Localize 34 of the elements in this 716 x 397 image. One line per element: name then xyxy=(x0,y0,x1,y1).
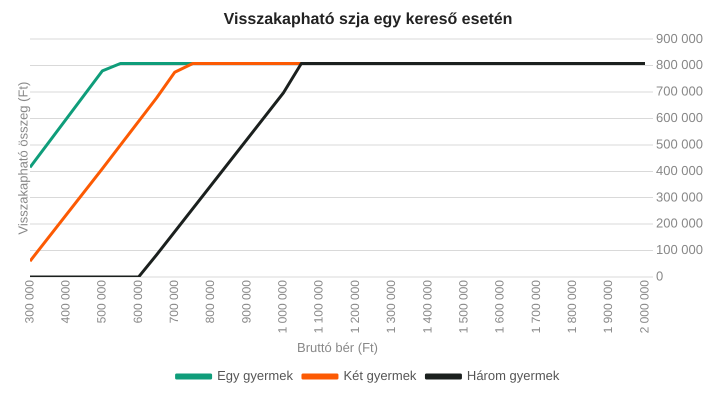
x-tick-label: 600 000 xyxy=(130,280,145,324)
y-tick-label: 900 000 xyxy=(656,30,704,46)
x-tick-label: 700 000 xyxy=(167,280,182,324)
x-tick-label: 1 600 000 xyxy=(492,280,507,334)
y-axis-title: Visszakapható összeg (Ft) xyxy=(16,82,31,235)
x-tick-label: 2 000 000 xyxy=(637,280,652,334)
x-tick-label: 500 000 xyxy=(94,280,109,324)
y-tick-label: 300 000 xyxy=(656,189,704,204)
x-tick-label: 1 100 000 xyxy=(312,280,326,334)
x-tick-label: 1 700 000 xyxy=(528,280,543,334)
y-tick-label: 700 000 xyxy=(656,84,704,99)
x-tick-label: 1 200 000 xyxy=(348,280,362,334)
legend-label: Két gyermek xyxy=(343,368,417,384)
y-tick-label: 800 000 xyxy=(656,57,704,72)
x-tick-label: 300 000 xyxy=(22,280,36,324)
x-tick-label: 1 400 000 xyxy=(420,280,434,334)
x-tick-label: 1 300 000 xyxy=(384,280,398,334)
y-tick-label: 400 000 xyxy=(656,162,704,178)
y-tick-label: 200 000 xyxy=(656,216,704,231)
y-tick-label: 600 000 xyxy=(656,110,704,126)
legend-label: Három gyermek xyxy=(466,368,560,384)
x-tick-label: 1 500 000 xyxy=(456,280,470,334)
chart-title: Visszakapható szja egy kereső esetén xyxy=(224,11,512,28)
x-tick-label: 400 000 xyxy=(58,280,72,324)
x-tick-label: 1 000 000 xyxy=(276,280,290,334)
x-tick-label: 900 000 xyxy=(239,280,254,324)
x-tick-label: 1 800 000 xyxy=(564,280,579,334)
x-tick-label: 800 000 xyxy=(203,280,218,324)
y-tick-label: 500 000 xyxy=(656,136,704,152)
x-tick-label: 1 900 000 xyxy=(601,280,616,334)
x-axis-title: Bruttó bér (Ft) xyxy=(297,340,378,355)
y-tick-label: 0 xyxy=(656,268,664,284)
y-tick-label: 100 000 xyxy=(656,242,704,258)
legend-label: Egy gyermek xyxy=(217,368,294,384)
